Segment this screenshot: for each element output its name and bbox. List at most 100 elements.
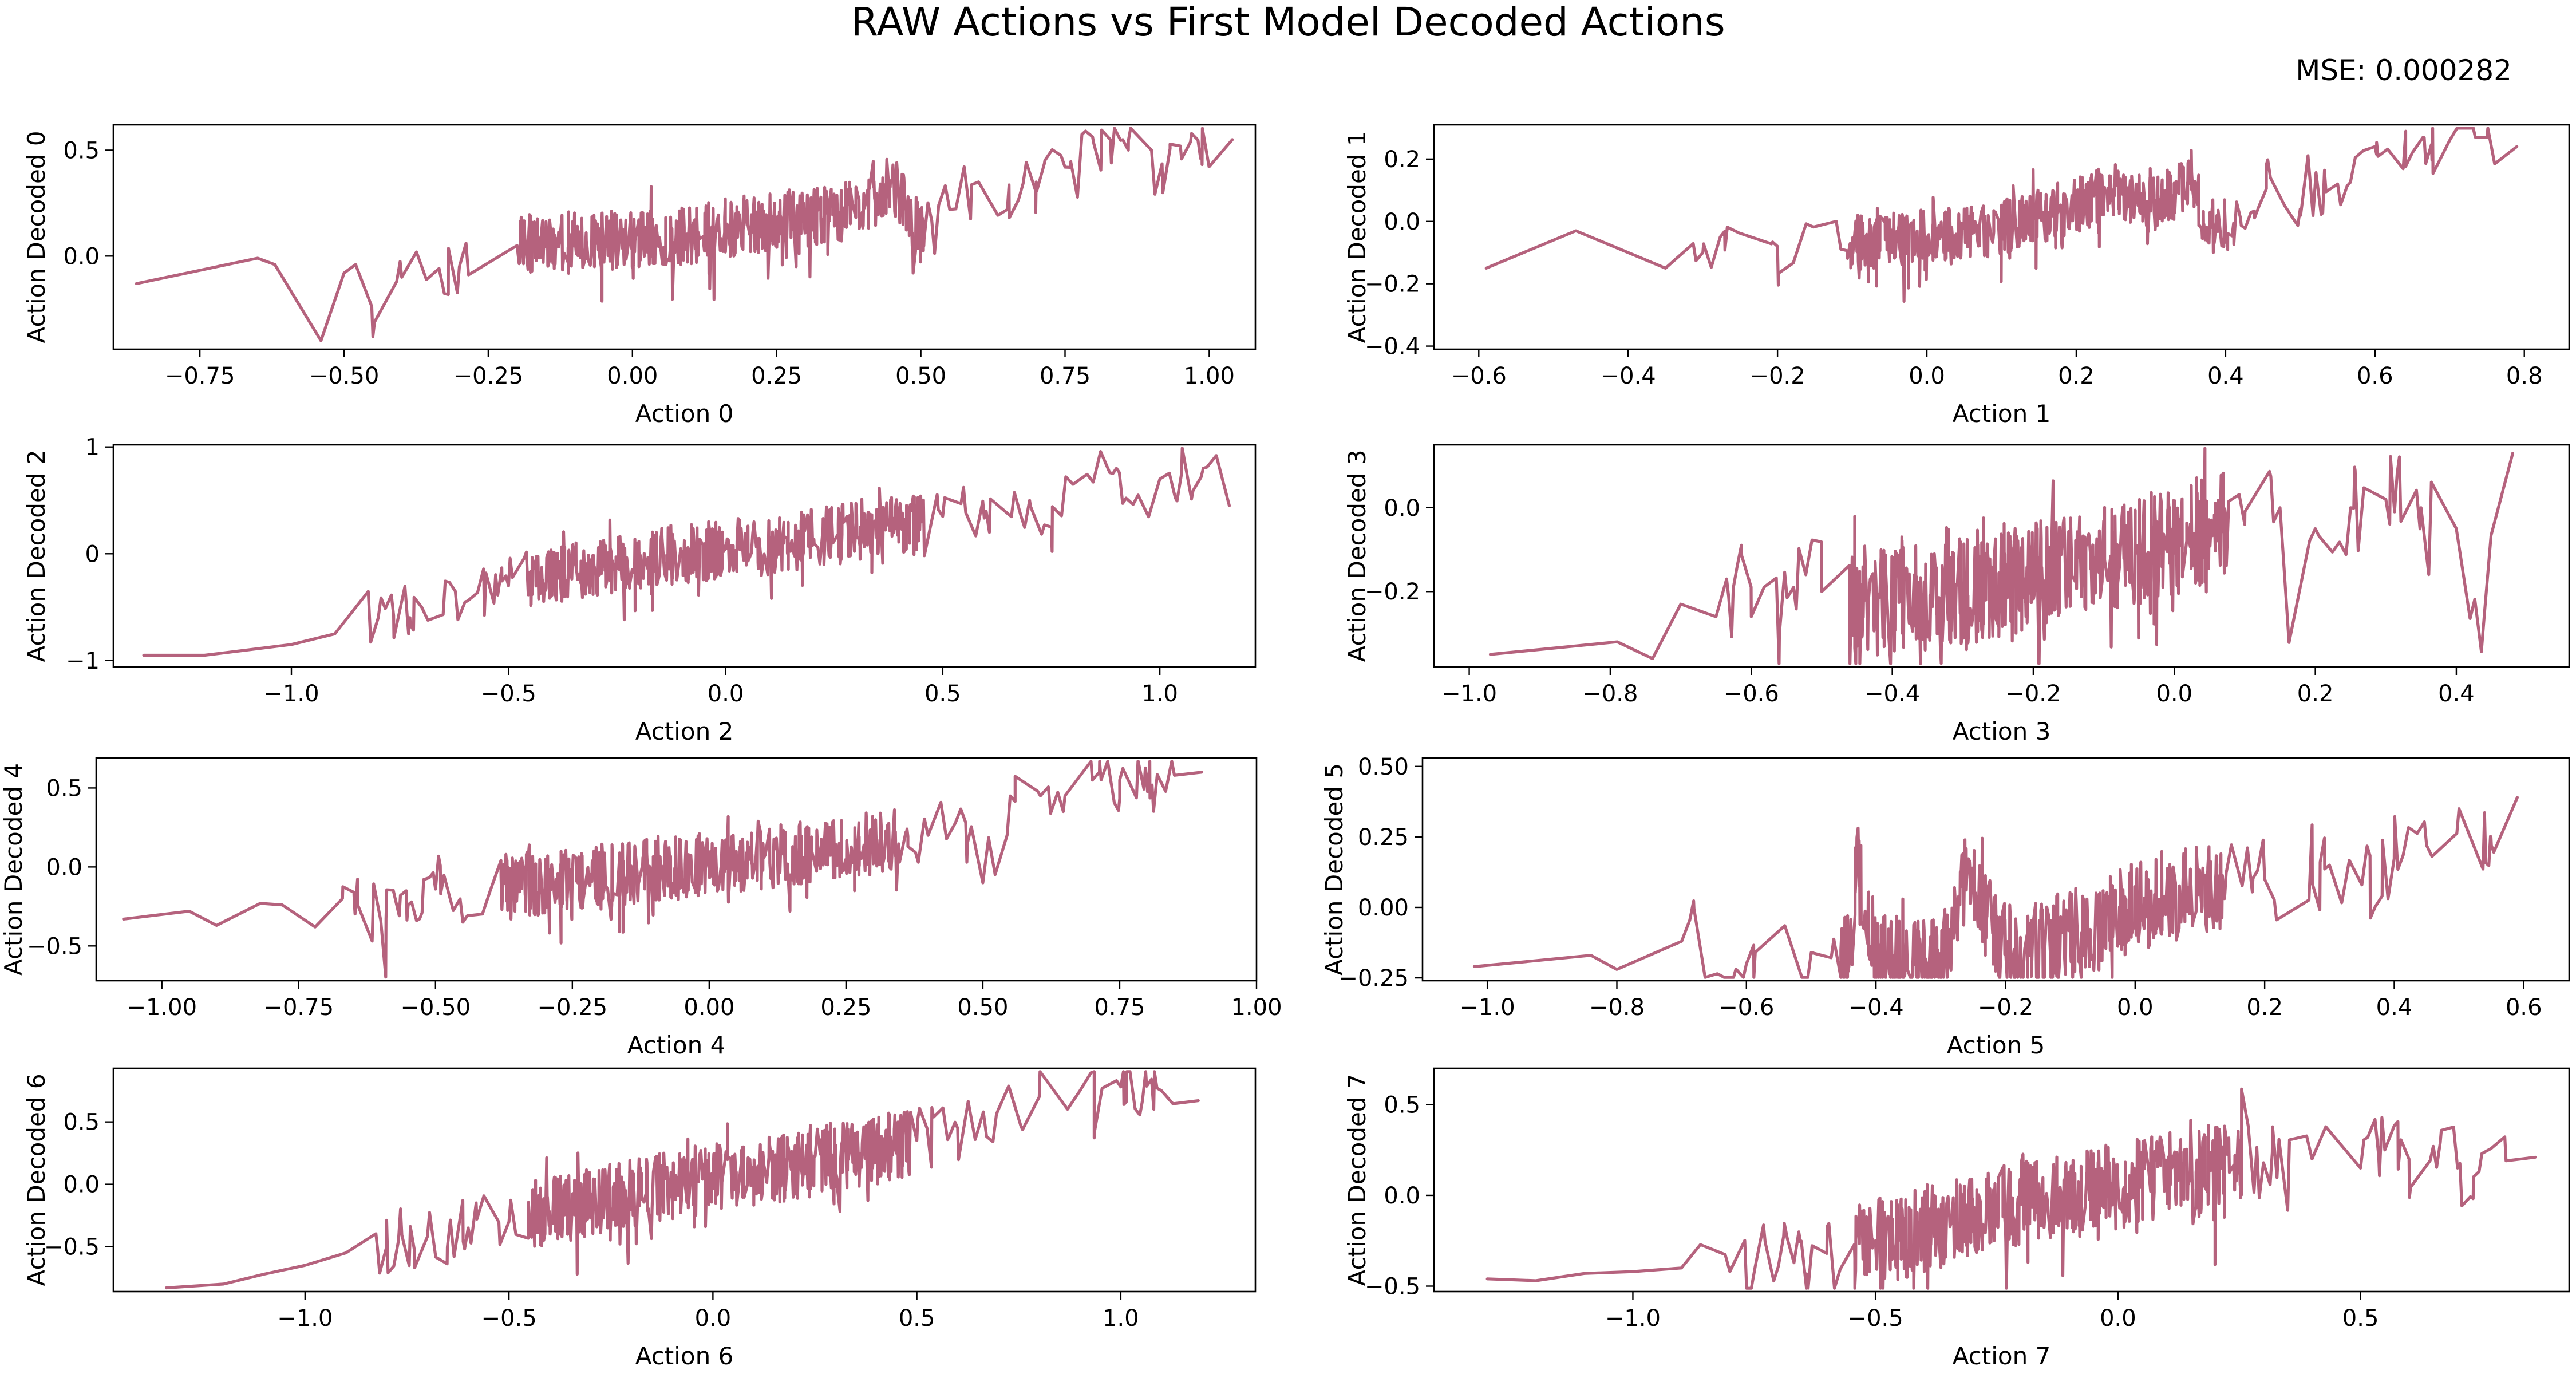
series-line-4 <box>122 760 1203 979</box>
x-tick-label-2-4: 1.0 <box>1141 681 1178 707</box>
x-tick-label-0-1: −0.50 <box>309 363 380 389</box>
x-axis-label-7: Action 7 <box>1953 1342 2051 1370</box>
subplot-grid: −0.75 −0.50 −0.25 0.00 0.25 0.50 0.75 1.000.00.… <box>0 124 2570 1370</box>
x-tick-label-3-3: −0.4 <box>1864 681 1920 707</box>
axes-frame-2 <box>112 444 1257 668</box>
subplot-2: −1.0 −0.5 0.0 0.5 1.0 −1 0 1 Action 2 Action Deco… <box>22 435 1257 745</box>
series-line-0 <box>135 127 1234 342</box>
x-tick-label-5-8: 0.6 <box>2506 994 2542 1021</box>
x-axis-label-0: Action 0 <box>635 400 734 428</box>
mse-label: MSE: 0.000282 <box>2296 54 2512 87</box>
x-tick-label-2-1: −0.5 <box>481 681 536 707</box>
y-tick-label-7-1: 0.0 <box>1384 1183 1420 1209</box>
y-axis-label-7: Action Decoded 7 <box>1343 1073 1371 1286</box>
x-tick-label-1-0: −0.6 <box>1451 363 1507 389</box>
x-tick-label-1-3: 0.0 <box>1909 363 1945 389</box>
x-tick-label-4-7: 0.75 <box>1094 994 1145 1021</box>
x-tick-label-3-0: −1.0 <box>1441 681 1497 707</box>
y-tick-label-1-2: 0.0 <box>1384 209 1420 235</box>
x-axis-label-1: Action 1 <box>1953 400 2051 428</box>
x-tick-label-5-2: −0.6 <box>1718 994 1774 1021</box>
x-tick-label-0-2: −0.25 <box>453 363 524 389</box>
x-tick-label-6-3: 0.5 <box>899 1305 935 1332</box>
x-tick-label-6-4: 1.0 <box>1103 1305 1139 1332</box>
axes-frame-3 <box>1433 444 2570 668</box>
x-tick-label-2-0: −1.0 <box>263 681 319 707</box>
x-tick-label-0-0: −0.75 <box>165 363 235 389</box>
x-tick-label-1-2: −0.2 <box>1750 363 1805 389</box>
x-tick-label-5-5: 0.0 <box>2117 994 2154 1021</box>
figure-title: RAW Actions vs First Model Decoded Actio… <box>851 0 1725 45</box>
y-tick-label-2-1: 0 <box>85 541 100 567</box>
y-tick-label-3-0: −0.2 <box>1365 579 1420 605</box>
x-tick-label-3-7: 0.4 <box>2438 681 2475 707</box>
x-tick-label-1-1: −0.4 <box>1601 363 1656 389</box>
x-tick-label-3-1: −0.8 <box>1582 681 1638 707</box>
x-tick-label-0-4: 0.25 <box>751 363 802 389</box>
x-tick-label-1-6: 0.6 <box>2357 363 2393 389</box>
y-axis-label-6: Action Decoded 6 <box>22 1073 50 1286</box>
y-tick-label-1-3: 0.2 <box>1384 147 1420 173</box>
x-tick-label-4-4: 0.00 <box>683 994 734 1021</box>
y-tick-label-3-1: 0.0 <box>1384 495 1420 522</box>
x-tick-label-1-4: 0.2 <box>2058 363 2095 389</box>
x-tick-label-3-4: −0.2 <box>2005 681 2061 707</box>
subplot-3: −1.0 −0.8 −0.6 −0.4 −0.2 0.0 0.2 0.4 −0.2 0.0 Acti… <box>1343 444 2570 745</box>
subplot-0: −0.75 −0.50 −0.25 0.00 0.25 0.50 0.75 1.00 0.0 0.… <box>22 124 1257 428</box>
subplot-1: −0.6 −0.4 −0.2 0.0 0.2 0.4 0.6 0.8 −0.4 −0.2 0.0 0.… <box>1343 124 2570 428</box>
y-tick-label-1-0: −0.4 <box>1365 334 1420 360</box>
x-tick-label-3-6: 0.2 <box>2297 681 2334 707</box>
x-tick-label-5-7: 0.4 <box>2376 994 2413 1021</box>
x-tick-label-2-2: 0.0 <box>708 681 744 707</box>
x-tick-label-4-5: 0.25 <box>820 994 871 1021</box>
x-tick-label-7-3: 0.5 <box>2342 1305 2379 1332</box>
axes-frame-0 <box>112 124 1257 350</box>
y-tick-label-4-0: −0.5 <box>27 933 82 960</box>
y-tick-label-1-1: −0.2 <box>1365 271 1420 298</box>
y-tick-label-5-3: 0.50 <box>1358 754 1409 780</box>
series-line-2 <box>142 447 1231 657</box>
x-tick-label-4-0: −1.00 <box>127 994 197 1021</box>
series-line-3 <box>1488 447 2515 665</box>
axes-frame-5 <box>1421 757 2570 982</box>
x-tick-label-4-1: −0.75 <box>263 994 334 1021</box>
subplot-6: −1.0 −0.5 0.0 0.5 1.0 −0.5 0.0 0.5 Action 6 Actio… <box>22 1067 1257 1370</box>
y-axis-label-0: Action Decoded 0 <box>22 131 50 343</box>
x-tick-label-5-1: −0.8 <box>1589 994 1645 1021</box>
y-tick-label-5-0: −0.25 <box>1338 965 1409 992</box>
y-tick-label-0-1: 0.5 <box>63 137 100 164</box>
axes-frame-1 <box>1433 124 2570 350</box>
x-tick-label-7-2: 0.0 <box>2100 1305 2136 1332</box>
series-line-6 <box>165 1070 1200 1290</box>
y-tick-label-4-2: 0.5 <box>46 775 82 802</box>
y-tick-label-4-1: 0.0 <box>46 854 82 881</box>
subplot-5: −1.0 −0.8 −0.6 −0.4 −0.2 0.0 0.2 0.4 0.6 −0.25 0.0… <box>1320 754 2570 1059</box>
x-tick-label-4-8: 1.00 <box>1231 994 1282 1021</box>
y-axis-label-5: Action Decoded 5 <box>1320 763 1348 976</box>
y-axis-label-3: Action Decoded 3 <box>1343 449 1371 662</box>
x-tick-label-4-6: 0.50 <box>957 994 1008 1021</box>
x-tick-label-1-5: 0.4 <box>2207 363 2244 389</box>
y-tick-label-7-2: 0.5 <box>1384 1092 1420 1118</box>
series-line-7 <box>1485 1087 2537 1290</box>
x-tick-label-5-3: −0.4 <box>1848 994 1904 1021</box>
x-tick-label-4-2: −0.50 <box>401 994 471 1021</box>
x-axis-label-6: Action 6 <box>635 1342 734 1370</box>
x-tick-label-7-1: −0.5 <box>1848 1305 1903 1332</box>
x-tick-label-5-4: −0.2 <box>1978 994 2033 1021</box>
x-axis-label-3: Action 3 <box>1953 717 2051 745</box>
y-tick-label-0-0: 0.0 <box>63 243 100 270</box>
x-tick-label-3-2: −0.6 <box>1724 681 1779 707</box>
x-tick-label-6-2: 0.0 <box>695 1305 732 1332</box>
x-axis-label-5: Action 5 <box>1947 1031 2045 1059</box>
axes-frame-4 <box>95 757 1258 982</box>
x-tick-label-2-3: 0.5 <box>924 681 961 707</box>
y-tick-label-6-0: −0.5 <box>44 1234 100 1261</box>
subplot-4: −1.00 −0.75 −0.50 −0.25 0.00 0.25 0.50 0.75 1.00… <box>0 757 1282 1059</box>
y-axis-label-1: Action Decoded 1 <box>1343 131 1371 343</box>
y-tick-label-6-1: 0.0 <box>63 1172 100 1198</box>
x-tick-label-7-0: −1.0 <box>1605 1305 1661 1332</box>
series-line-1 <box>1484 127 2519 303</box>
x-tick-label-4-3: −0.25 <box>538 994 608 1021</box>
